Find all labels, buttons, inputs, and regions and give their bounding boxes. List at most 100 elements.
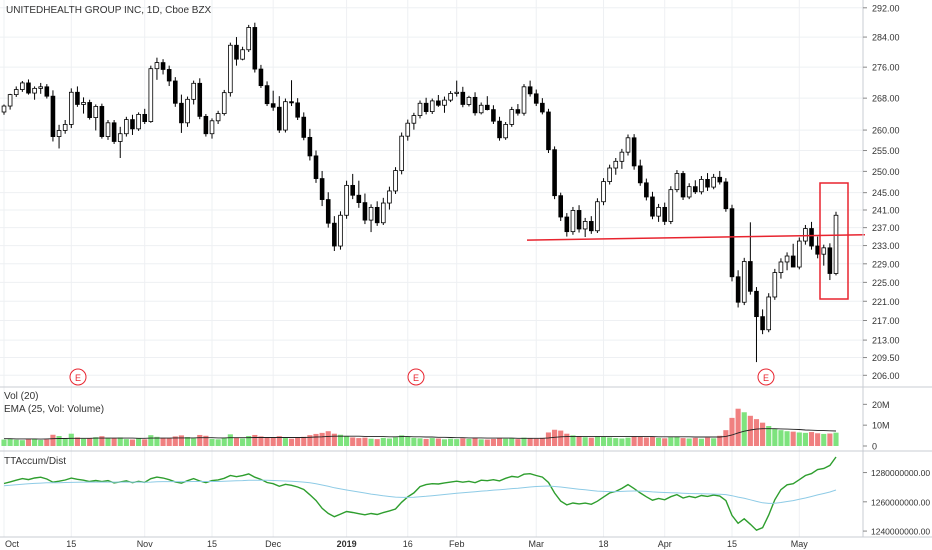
candle-body bbox=[252, 27, 258, 70]
candle-body bbox=[454, 91, 460, 94]
x-tick-label: Nov bbox=[137, 539, 154, 549]
candle-body bbox=[7, 94, 13, 107]
volume-bar bbox=[1, 439, 7, 446]
volume-bar bbox=[392, 437, 399, 446]
candle-body bbox=[75, 91, 80, 105]
x-tick-label: 15 bbox=[727, 539, 737, 549]
volume-bar bbox=[154, 436, 160, 446]
volume-bar bbox=[80, 438, 87, 446]
candle-body bbox=[68, 91, 74, 125]
candle-body bbox=[803, 228, 808, 242]
earnings-circle bbox=[757, 368, 775, 386]
volume-bar bbox=[607, 437, 613, 446]
candle-body bbox=[466, 96, 472, 105]
candle-body bbox=[754, 290, 759, 318]
volume-bar bbox=[515, 439, 521, 446]
volume-bar bbox=[772, 428, 778, 446]
volume-bar bbox=[588, 437, 594, 446]
candle-body bbox=[356, 194, 362, 204]
price-tick-label: 241.00 bbox=[872, 206, 900, 216]
candle-body bbox=[81, 102, 86, 105]
candle-body bbox=[570, 210, 576, 233]
candle-body bbox=[307, 136, 313, 157]
price-tick-label: 276.00 bbox=[872, 63, 900, 73]
candle-body bbox=[313, 155, 319, 179]
volume-bar bbox=[496, 438, 503, 446]
volume-bar bbox=[833, 432, 839, 446]
x-tick-label: 18 bbox=[599, 539, 609, 549]
volume-bar bbox=[790, 431, 796, 446]
candle-body bbox=[258, 68, 264, 87]
volume-bar bbox=[62, 438, 68, 446]
candle-body bbox=[442, 99, 447, 106]
volume-bar bbox=[503, 438, 509, 446]
candle-body bbox=[362, 202, 368, 221]
price-candles[interactable] bbox=[1, 22, 839, 363]
candle-body bbox=[613, 160, 619, 169]
volume-bar bbox=[374, 439, 380, 446]
volume-bar bbox=[111, 438, 117, 446]
volume-bar bbox=[423, 438, 429, 446]
volume-bars[interactable] bbox=[1, 408, 839, 446]
volume-bar bbox=[490, 438, 496, 446]
candle-body bbox=[460, 91, 466, 105]
candle-body bbox=[56, 130, 62, 137]
volume-bar bbox=[460, 438, 466, 446]
candle-body bbox=[295, 102, 300, 118]
candle-body bbox=[148, 68, 154, 122]
candle-body bbox=[197, 82, 203, 117]
candle-body bbox=[607, 167, 612, 182]
candle-body bbox=[264, 85, 270, 105]
candle-body bbox=[778, 261, 784, 273]
candle-body bbox=[521, 86, 527, 114]
symbol-title: UNITEDHEALTH GROUP INC, 1D, Cboe BZX bbox=[6, 5, 212, 16]
volume-bar bbox=[454, 439, 460, 446]
volume-bar bbox=[478, 439, 484, 446]
volume-ema-line bbox=[4, 428, 837, 440]
price-tick-label: 229.00 bbox=[872, 259, 900, 269]
candle-body bbox=[601, 181, 606, 203]
candle-body bbox=[289, 101, 294, 104]
candle-body bbox=[136, 113, 141, 130]
volume-bar bbox=[386, 438, 392, 446]
candle-body bbox=[423, 102, 429, 112]
candle-body bbox=[319, 178, 325, 200]
volume-bar bbox=[166, 438, 172, 446]
candle-body bbox=[38, 86, 44, 89]
candle-body bbox=[111, 122, 117, 142]
accum-series-line bbox=[3, 479, 837, 504]
candle-body bbox=[338, 214, 343, 247]
candle-body bbox=[221, 92, 227, 114]
candle-body bbox=[50, 95, 56, 137]
candle-body bbox=[576, 210, 582, 230]
volume-bar bbox=[411, 437, 417, 446]
volume-bar bbox=[252, 434, 258, 446]
candle-body bbox=[124, 119, 129, 135]
candle-body bbox=[546, 111, 551, 151]
volume-bar bbox=[117, 437, 123, 446]
volume-bar bbox=[747, 415, 753, 446]
volume-bar bbox=[380, 437, 386, 446]
candle-body bbox=[1, 105, 7, 113]
volume-bar bbox=[741, 412, 747, 446]
candle-body bbox=[650, 196, 655, 217]
volume-bar bbox=[68, 433, 74, 446]
volume-bar bbox=[686, 438, 692, 446]
price-tick-label: 225.00 bbox=[872, 278, 900, 288]
volume-bar bbox=[344, 436, 350, 446]
accum-dist-lines[interactable] bbox=[3, 456, 837, 532]
volume-bar bbox=[282, 438, 288, 446]
accum-tick-label: 1240000000.00 bbox=[871, 527, 930, 537]
candle-body bbox=[448, 93, 453, 101]
volume-bar bbox=[19, 440, 25, 446]
candle-body bbox=[478, 104, 484, 114]
volume-bar bbox=[331, 433, 337, 446]
candle-body bbox=[179, 102, 184, 124]
volume-bar bbox=[399, 435, 405, 446]
candle-body bbox=[711, 176, 716, 188]
volume-bar bbox=[552, 429, 558, 446]
candle-body bbox=[166, 69, 172, 82]
candle-body bbox=[717, 176, 723, 183]
